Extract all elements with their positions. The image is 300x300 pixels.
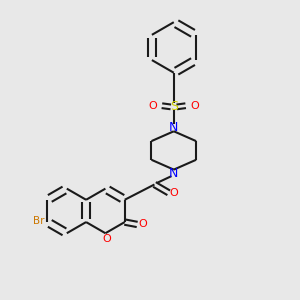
Text: O: O xyxy=(170,188,178,198)
Text: O: O xyxy=(148,101,157,111)
Text: N: N xyxy=(169,167,178,180)
Text: N: N xyxy=(169,121,178,134)
Text: O: O xyxy=(190,101,199,111)
Text: O: O xyxy=(139,220,148,230)
Text: Br: Br xyxy=(33,217,44,226)
Text: O: O xyxy=(103,234,111,244)
Text: S: S xyxy=(170,100,178,113)
